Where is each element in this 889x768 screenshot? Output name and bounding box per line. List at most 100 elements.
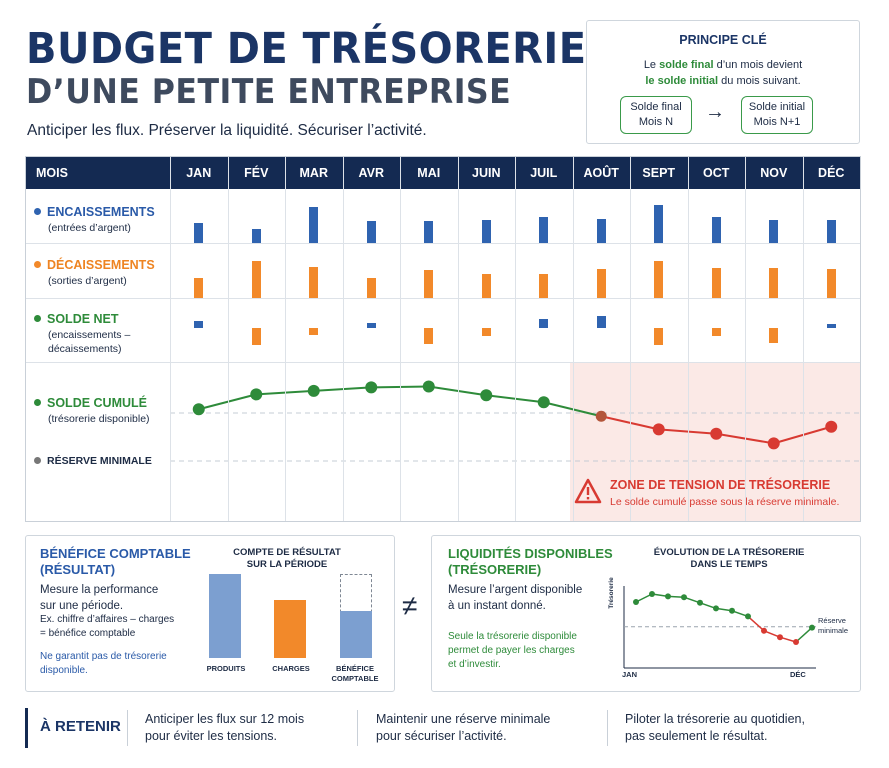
bullet-icon xyxy=(34,456,41,464)
decaissement-bar xyxy=(424,270,434,298)
mini-line-segment xyxy=(747,615,765,632)
solde-net-title: SOLDE NET xyxy=(47,312,119,326)
encaissement-bar xyxy=(654,205,664,243)
evolution-title: ÉVOLUTION DE LA TRÉSORERIE DANS LE TEMPS xyxy=(644,547,814,571)
col-header-month: JUIL xyxy=(530,166,558,180)
solde-final-label: Solde final xyxy=(630,101,682,113)
retenir-item2-l2: pour sécuriser l’activité. xyxy=(376,729,507,743)
benefice-example-l2: = bénéfice comptable xyxy=(40,628,136,639)
decaissement-bar xyxy=(711,268,721,298)
encaissement-bar xyxy=(424,221,434,243)
mini-line-segment xyxy=(795,627,813,643)
retenir-item3-l2: pas seulement le résultat. xyxy=(625,729,768,743)
compte-title-l1: COMPTE DE RÉSULTAT xyxy=(233,547,341,558)
liquidites-note-l1: Seule la trésorerie disponible xyxy=(448,631,577,642)
solde-net-bar xyxy=(769,328,779,343)
benefice-title-l1: BÉNÉFICE COMPTABLE xyxy=(40,546,191,561)
mini-x-end: DÉC xyxy=(790,670,806,679)
mois-n1-label: Mois N+1 xyxy=(753,116,801,128)
solde-net-bar xyxy=(309,328,319,335)
decaissement-bar xyxy=(194,278,204,298)
row-label-reserve: RÉSERVE MINIMALE xyxy=(34,455,152,467)
col-header-month: AOÛT xyxy=(583,166,619,180)
solde-cumule-point xyxy=(365,381,378,394)
tension-subtitle: Le solde cumulé passe sous la réserve mi… xyxy=(610,496,840,508)
compte-resultat-title: COMPTE DE RÉSULTAT SUR LA PÉRIODE xyxy=(222,547,352,571)
mini-line-point xyxy=(745,613,751,620)
benefice-bar xyxy=(340,610,372,658)
mini-line-point xyxy=(665,593,671,600)
encaissement-bar xyxy=(539,217,549,243)
label-produits: PRODUITS xyxy=(206,664,246,673)
row-label-solde-cumule: SOLDE CUMULÉ (trésorerie disponible) xyxy=(34,396,150,426)
compte-title-l2: SUR LA PÉRIODE xyxy=(246,559,328,570)
benefice-title: BÉNÉFICE COMPTABLE (RÉSULTAT) xyxy=(40,546,191,578)
solde-cumule-title: SOLDE CUMULÉ xyxy=(47,396,147,410)
col-divider xyxy=(572,157,574,521)
solde-cumule-point xyxy=(710,427,723,440)
solde-net-sub1: (encaissements – xyxy=(48,329,131,341)
liquidites-note-l3: et d’investir. xyxy=(448,659,501,670)
solde-net-bar xyxy=(711,328,721,336)
not-equal-symbol: ≠ xyxy=(402,590,418,621)
retenir-item1-l1: Anticiper les flux sur 12 mois xyxy=(145,712,305,726)
row-label-solde-net: SOLDE NET (encaissements – décaissements) xyxy=(34,312,130,356)
row-label-decaissements: DÉCAISSEMENTS (sorties d’argent) xyxy=(34,258,155,288)
mini-reserve-l1: Réserve xyxy=(818,616,846,625)
label-benefice: BÉNÉFICE COMPTABLE xyxy=(326,664,384,684)
decaissement-bar xyxy=(309,267,319,298)
encaissement-bar xyxy=(481,220,491,243)
retenir-divider xyxy=(127,710,128,746)
bullet-icon xyxy=(34,261,41,269)
page-subtitle: D’UNE PETITE ENTREPRISE xyxy=(26,72,512,112)
liquidites-card: LIQUIDITÉS DISPONIBLES (TRÉSORERIE) Mesu… xyxy=(431,535,861,692)
col-divider xyxy=(285,157,286,521)
benefice-text-l1: Mesure la performance xyxy=(40,584,159,596)
col-header-month: JUIN xyxy=(472,166,501,180)
col-divider xyxy=(745,157,746,521)
col-divider xyxy=(170,157,171,521)
col-header-month: FÉV xyxy=(244,166,269,180)
retenir-item3-l1: Piloter la trésorerie au quotidien, xyxy=(625,712,805,726)
benefice-example: Ex. chiffre d’affaires – charges = bénéf… xyxy=(40,613,174,641)
benefice-text: Mesure la performance sur une période. xyxy=(40,582,158,614)
principe-line2-post: du mois suivant. xyxy=(718,75,801,87)
col-divider xyxy=(515,157,516,521)
solde-cumule-point xyxy=(307,384,320,397)
mini-line-point xyxy=(633,599,639,605)
tension-title: ZONE DE TENSION DE TRÉSORERIE xyxy=(610,478,831,492)
bullet-icon xyxy=(34,208,41,216)
decaissement-bar xyxy=(251,261,261,298)
col-divider xyxy=(227,157,229,521)
solde-net-sub2: décaissements) xyxy=(48,343,122,355)
mini-line-point xyxy=(777,634,783,641)
row-divider xyxy=(26,298,860,299)
mini-line-point xyxy=(697,599,703,606)
solde-net-bar xyxy=(826,324,836,328)
solde-net-bar xyxy=(366,323,376,328)
solde-net-bar xyxy=(539,319,549,328)
col-divider xyxy=(457,157,459,521)
encaissement-bar xyxy=(769,220,779,243)
produits-bar xyxy=(209,574,241,658)
liquidites-text: Mesure l’argent disponible à un instant … xyxy=(448,582,582,614)
principe-line1-post: d’un mois devient xyxy=(713,59,803,71)
liquidites-title: LIQUIDITÉS DISPONIBLES (TRÉSORERIE) xyxy=(448,546,613,578)
decaissement-bar xyxy=(539,274,549,298)
encaissements-title: ENCAISSEMENTS xyxy=(47,205,155,219)
benefice-example-l1: Ex. chiffre d’affaires – charges xyxy=(40,614,175,625)
col-divider xyxy=(687,157,689,521)
charges-bar xyxy=(274,600,306,658)
principe-line1-pre: Le xyxy=(643,59,660,71)
encaissement-bar xyxy=(251,229,261,243)
encaissement-bar xyxy=(309,207,319,243)
benefice-title-l2: (RÉSULTAT) xyxy=(40,562,116,577)
tagline: Anticiper les flux. Préserver la liquidi… xyxy=(27,122,427,139)
solde-net-sub: (encaissements – décaissements) xyxy=(48,328,130,356)
retenir-divider xyxy=(357,710,358,746)
col-divider xyxy=(342,157,344,521)
solde-cumule-point xyxy=(250,388,263,401)
tension-zone xyxy=(570,362,860,521)
bullet-icon xyxy=(34,399,41,407)
col-header-mois: MOIS xyxy=(36,166,68,180)
